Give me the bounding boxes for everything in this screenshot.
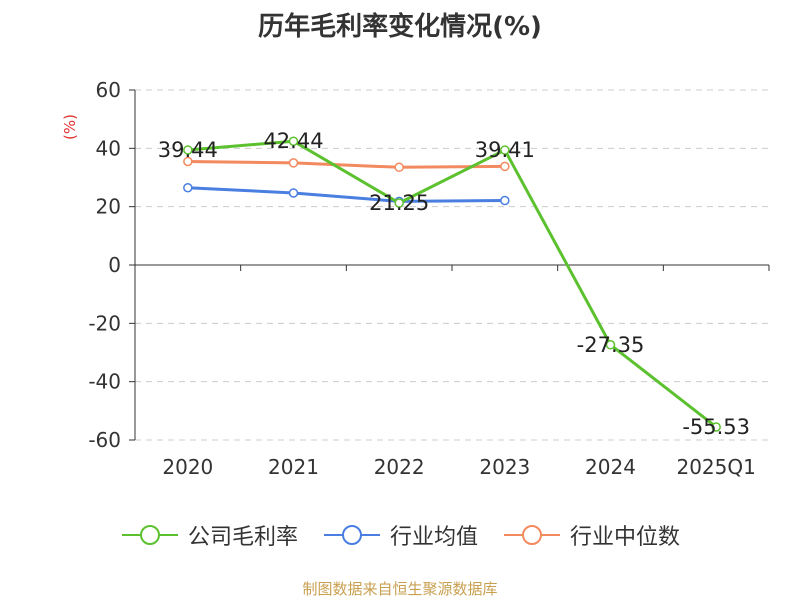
series-line-2: [187, 159, 505, 169]
data-label: 21.25: [369, 191, 429, 215]
legend-item-industry-mean[interactable]: 行业均值: [322, 519, 478, 551]
y-tick-label: -40: [88, 370, 121, 394]
legend-line-circle-icon: [121, 525, 178, 545]
y-axis-label: (%): [61, 114, 79, 140]
legend-item-company[interactable]: 公司毛利率: [120, 519, 298, 551]
legend-line-circle-icon: [323, 525, 380, 545]
legend-label-industry-mean: 行业均值: [389, 525, 478, 550]
data-point: [183, 156, 193, 167]
legend-item-industry-median[interactable]: 行业中位数: [502, 519, 680, 551]
legend-line-circle-icon: [504, 525, 560, 545]
data-label: -55.53: [682, 415, 750, 439]
y-tick-label: 40: [96, 136, 121, 160]
data-point: [183, 145, 193, 155]
data-point: [288, 136, 299, 146]
data-label-layer: 39.44 42.44 21.25 39.41 -27.35 -55.53: [158, 129, 750, 439]
grid-layer: [135, 89, 769, 441]
legend-label-industry-median: 行业中位数: [570, 525, 681, 550]
y-tick-label: 60: [96, 78, 121, 102]
x-tick-label: 2020: [162, 455, 213, 479]
data-point: [394, 162, 404, 173]
series-layer: [183, 136, 721, 432]
x-tick-label: 2021: [268, 455, 319, 479]
data-point: [288, 188, 299, 198]
y-tick-label: 0: [108, 253, 121, 277]
x-tick-label: 2023: [479, 455, 530, 479]
data-label: 39.44: [158, 138, 218, 162]
x-tick-label: 2024: [585, 455, 636, 479]
data-point: [500, 145, 510, 155]
x-tick-label: 2022: [374, 455, 425, 479]
x-tick-label: 2025Q1: [676, 455, 755, 479]
legend-label-company: 公司毛利率: [187, 525, 298, 550]
legend: 公司毛利率 行业均值 行业中位数: [0, 519, 800, 551]
y-tick-label: -20: [88, 311, 121, 335]
data-label: 39.41: [475, 138, 535, 162]
data-point: [288, 158, 299, 168]
data-point: [183, 182, 193, 193]
series-line-1: [187, 186, 505, 203]
data-point: [711, 422, 721, 432]
series-line-0: [187, 139, 718, 429]
data-point: [605, 340, 616, 350]
source-note: 制图数据来自恒生聚源数据库: [302, 580, 498, 598]
data-label: 42.44: [263, 129, 323, 153]
data-label: -27.35: [577, 333, 645, 357]
data-point: [500, 161, 510, 172]
y-tick-label: 20: [96, 195, 121, 219]
chart-title: 历年毛利率变化情况(%): [258, 12, 542, 42]
data-point: [500, 195, 510, 206]
data-point: [394, 198, 404, 208]
y-tick-label: -60: [88, 428, 121, 452]
axis-layer: 60 40 20 0 -20 -40 -60 2020 2021 2022 2023 2024 2025…: [88, 78, 770, 479]
